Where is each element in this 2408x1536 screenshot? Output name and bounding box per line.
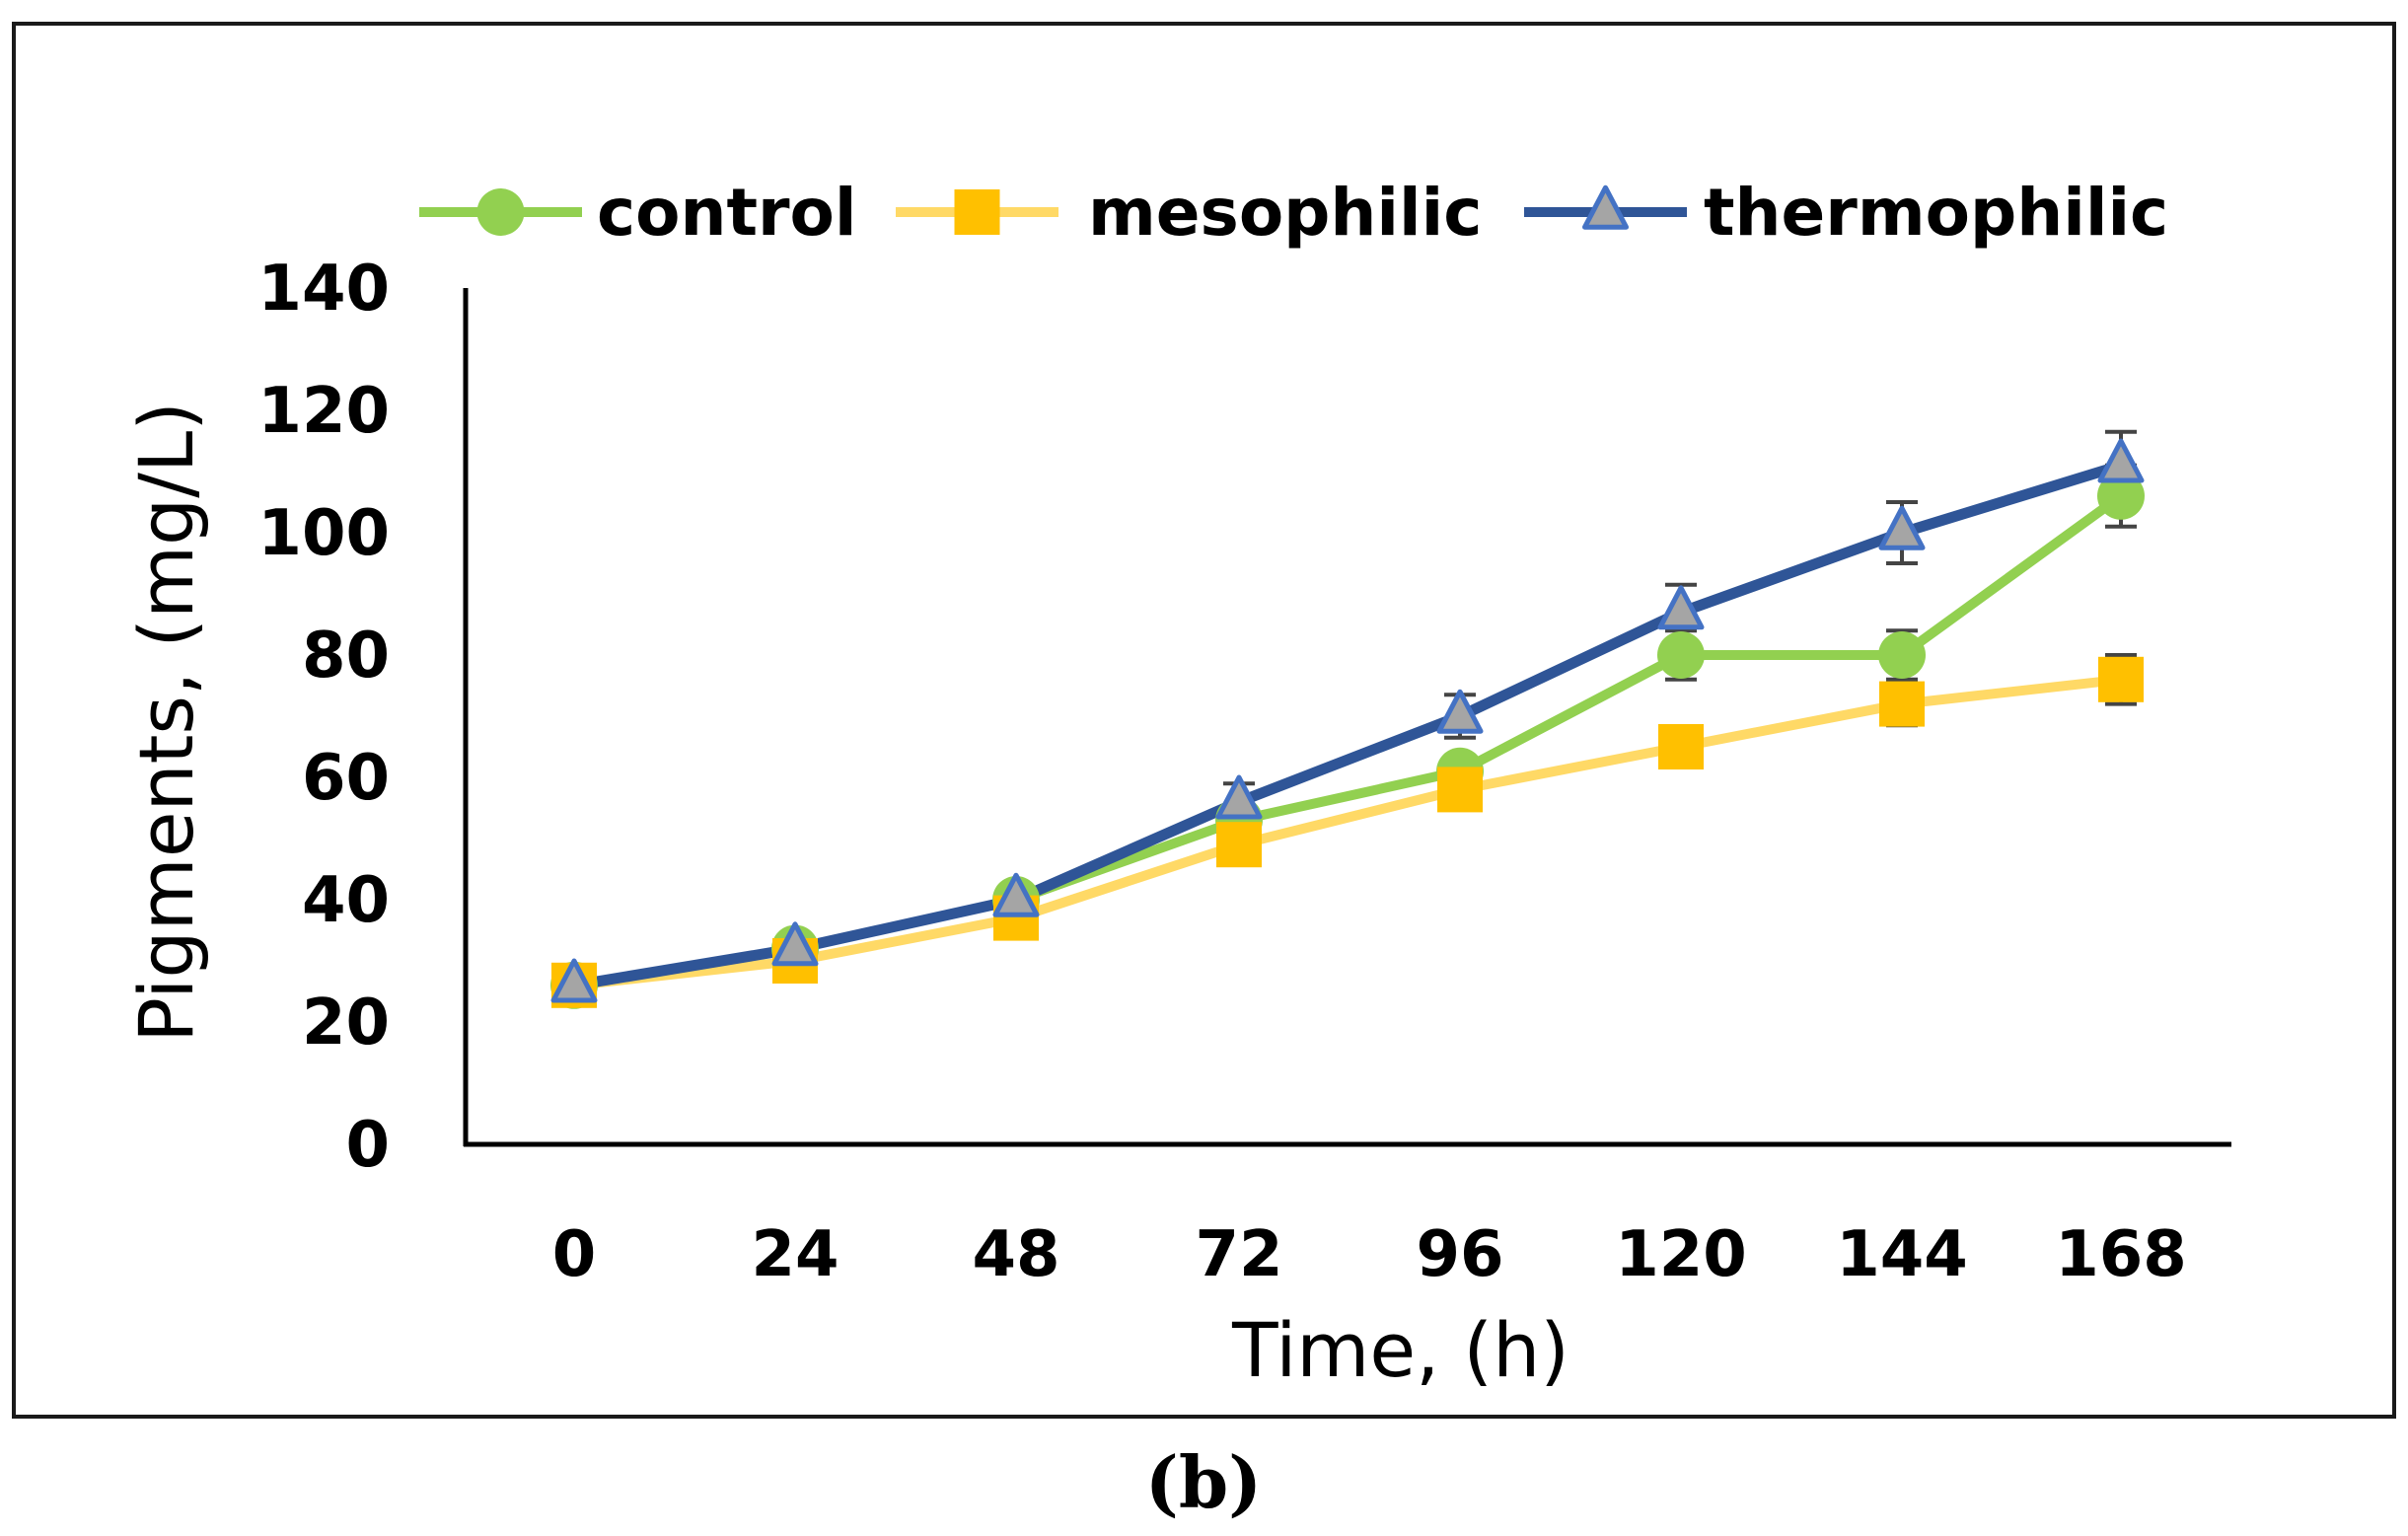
y-tick-label: 60	[302, 742, 390, 815]
data-point-mesophilic	[1658, 724, 1704, 769]
legend-label: mesophilic	[1088, 175, 1482, 251]
legend-marker	[1582, 184, 1629, 230]
legend-marker	[476, 188, 525, 236]
data-point-control	[1878, 631, 1926, 679]
data-point-thermophilic	[992, 872, 1040, 917]
x-tick-label: 120	[1615, 1218, 1747, 1291]
y-tick-label: 20	[302, 987, 390, 1060]
data-point-mesophilic	[1216, 822, 1262, 868]
x-tick-label: 168	[2055, 1218, 2187, 1291]
legend-item-thermophilic: thermophilic	[1524, 175, 2168, 251]
legend-label: thermophilic	[1704, 175, 2168, 251]
data-point-thermophilic	[2097, 438, 2145, 483]
x-tick-label: 48	[972, 1218, 1059, 1291]
data-point-thermophilic	[771, 921, 819, 967]
panel-label: (b)	[1145, 1440, 1262, 1524]
chart-frame	[12, 22, 2396, 1419]
x-tick-label: 24	[751, 1218, 839, 1291]
y-tick-label: 0	[345, 1109, 390, 1182]
legend: control mesophilic thermophilic	[419, 175, 2168, 251]
series-line-mesophilic	[573, 674, 2122, 990]
x-tick-label: 0	[552, 1218, 597, 1291]
y-tick-label: 100	[257, 497, 390, 570]
legend-item-mesophilic: mesophilic	[896, 175, 1482, 251]
legend-marker	[954, 189, 1000, 235]
y-axis-title: Pigments, (mg/L)	[122, 402, 210, 1043]
y-tick-label: 40	[302, 864, 390, 937]
x-tick-label: 72	[1195, 1218, 1282, 1291]
legend-item-control: control	[419, 175, 857, 251]
data-point-thermophilic	[550, 958, 598, 1003]
y-tick-label: 140	[257, 253, 390, 326]
data-point-thermophilic	[1436, 689, 1484, 734]
data-point-thermophilic	[1215, 774, 1263, 820]
plot-area: 0 20 40 60 80 100 120 140 0 24 48 72 96 120 144 168	[257, 253, 2231, 1291]
data-point-thermophilic	[1878, 505, 1926, 550]
data-point-mesophilic	[2098, 656, 2144, 702]
series-line-control	[573, 491, 2124, 990]
data-point-control	[2097, 472, 2145, 520]
x-axis-title: Time, (h)	[1231, 1306, 1569, 1394]
data-point-mesophilic	[1879, 681, 1925, 727]
x-tick-label: 144	[1836, 1218, 1968, 1291]
data-point-mesophilic	[1437, 767, 1483, 813]
data-point-thermophilic	[1657, 585, 1705, 630]
data-point-control	[1657, 631, 1705, 679]
x-tick-label: 96	[1416, 1218, 1503, 1291]
y-tick-label: 80	[302, 620, 390, 693]
legend-label: control	[597, 175, 857, 251]
series-line-thermophilic	[573, 460, 2123, 991]
y-tick-label: 120	[257, 375, 390, 448]
